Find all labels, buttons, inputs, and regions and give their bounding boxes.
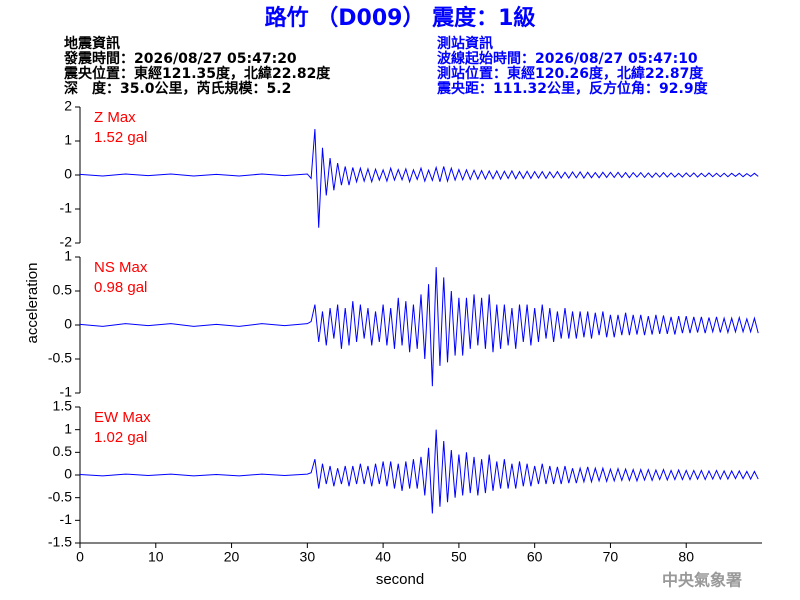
y-tick-label: -1.5: [48, 534, 72, 550]
channel-name: NS Max: [94, 259, 148, 276]
y-tick-label: -1: [60, 384, 73, 400]
credit: 中央氣象署: [662, 571, 742, 590]
y-tick-label: -1: [60, 511, 73, 527]
y-axis-label: acceleration: [24, 263, 41, 344]
x-tick-label: 50: [451, 549, 467, 565]
waveform: [79, 267, 759, 387]
y-tick-label: 1.5: [53, 398, 73, 414]
y-tick-label: 0: [64, 466, 72, 482]
x-tick-label: 60: [527, 549, 543, 565]
y-tick-label: 0.5: [53, 282, 73, 298]
info-line: 波線起始時間：2026/08/27 05:47:10: [437, 50, 698, 67]
y-tick-label: 0: [64, 166, 72, 182]
channel-name: Z Max: [94, 109, 136, 126]
y-tick-label: 1: [64, 248, 72, 264]
channel-name: EW Max: [94, 409, 151, 426]
x-tick-label: 40: [375, 549, 391, 565]
y-tick-label: 0: [64, 316, 72, 332]
y-tick-label: 0.5: [53, 443, 73, 459]
x-tick-label: 70: [603, 549, 619, 565]
y-tick-label: -2: [60, 234, 73, 250]
y-tick-label: 1: [64, 132, 72, 148]
channel-max: 0.98 gal: [94, 279, 147, 296]
y-tick-label: 1: [64, 420, 72, 436]
info-line: 震央距：111.32公里，反方位角：92.9度: [436, 80, 709, 97]
info-line: 發震時間：2026/08/27 05:47:20: [63, 50, 297, 67]
y-tick-label: -0.5: [48, 350, 72, 366]
x-tick-label: 0: [76, 549, 84, 565]
x-tick-label: 10: [148, 549, 164, 565]
waveform: [79, 129, 759, 228]
chart-title: 路竹 （D009） 震度：1級: [265, 5, 536, 31]
info-line: 地震資訊: [64, 35, 120, 52]
channel-max: 1.52 gal: [94, 129, 147, 146]
y-tick-label: 2: [64, 98, 72, 114]
channel-max: 1.02 gal: [94, 429, 147, 446]
waveform: [79, 429, 759, 514]
x-tick-label: 30: [300, 549, 316, 565]
x-axis-label: second: [376, 571, 424, 588]
info-line: 震央位置：東經121.35度，北緯22.82度: [63, 65, 331, 82]
y-tick-label: -0.5: [48, 488, 72, 504]
y-tick-label: -1: [60, 200, 73, 216]
info-line: 測站資訊: [437, 35, 493, 52]
info-line: 測站位置：東經120.26度，北緯22.87度: [437, 65, 704, 82]
x-tick-label: 80: [678, 549, 694, 565]
x-tick-label: 20: [224, 549, 240, 565]
info-line: 深 度：35.0公里，芮氏規模：5.2: [64, 80, 291, 97]
